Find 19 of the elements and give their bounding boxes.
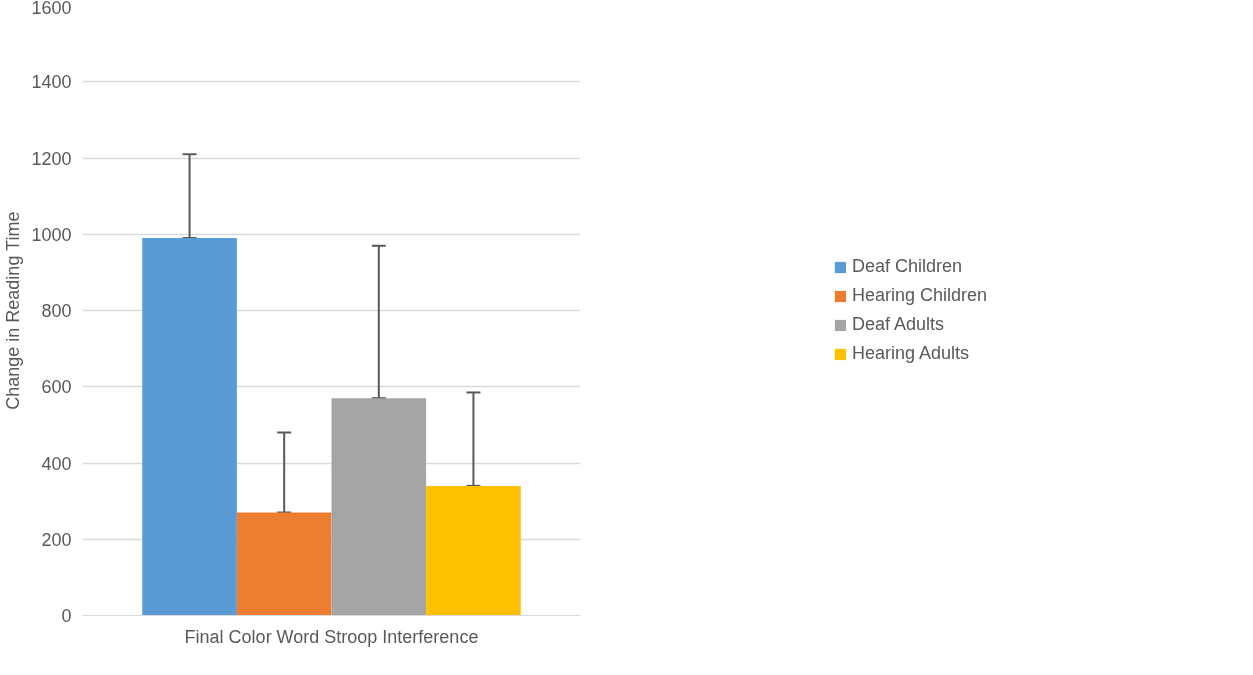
- bar: [426, 485, 521, 616]
- bar: [331, 398, 427, 616]
- y-tick-label: 600: [41, 377, 72, 398]
- y-axis-title: Change in Reading Time: [3, 211, 24, 410]
- y-tick-label: 1200: [31, 148, 72, 169]
- y-tick-label: 1000: [31, 224, 72, 245]
- x-tick-label: Final Color Word Stroop Interference: [184, 626, 479, 647]
- legend-label: Deaf Adults: [851, 314, 945, 335]
- y-tick-label: 0: [61, 606, 72, 626]
- legend-label: Deaf Children: [851, 256, 963, 277]
- y-tick-label: 1600: [31, 0, 72, 18]
- y-tick-label: 800: [41, 301, 72, 321]
- y-tick-label: 400: [41, 453, 72, 474]
- legend-label: Hearing Children: [851, 285, 988, 306]
- bar: [236, 512, 332, 616]
- y-tick-label: 200: [41, 529, 72, 550]
- bar: [142, 238, 237, 616]
- y-tick-label: 1400: [31, 72, 72, 93]
- legend-label: Hearing Adults: [851, 343, 970, 364]
